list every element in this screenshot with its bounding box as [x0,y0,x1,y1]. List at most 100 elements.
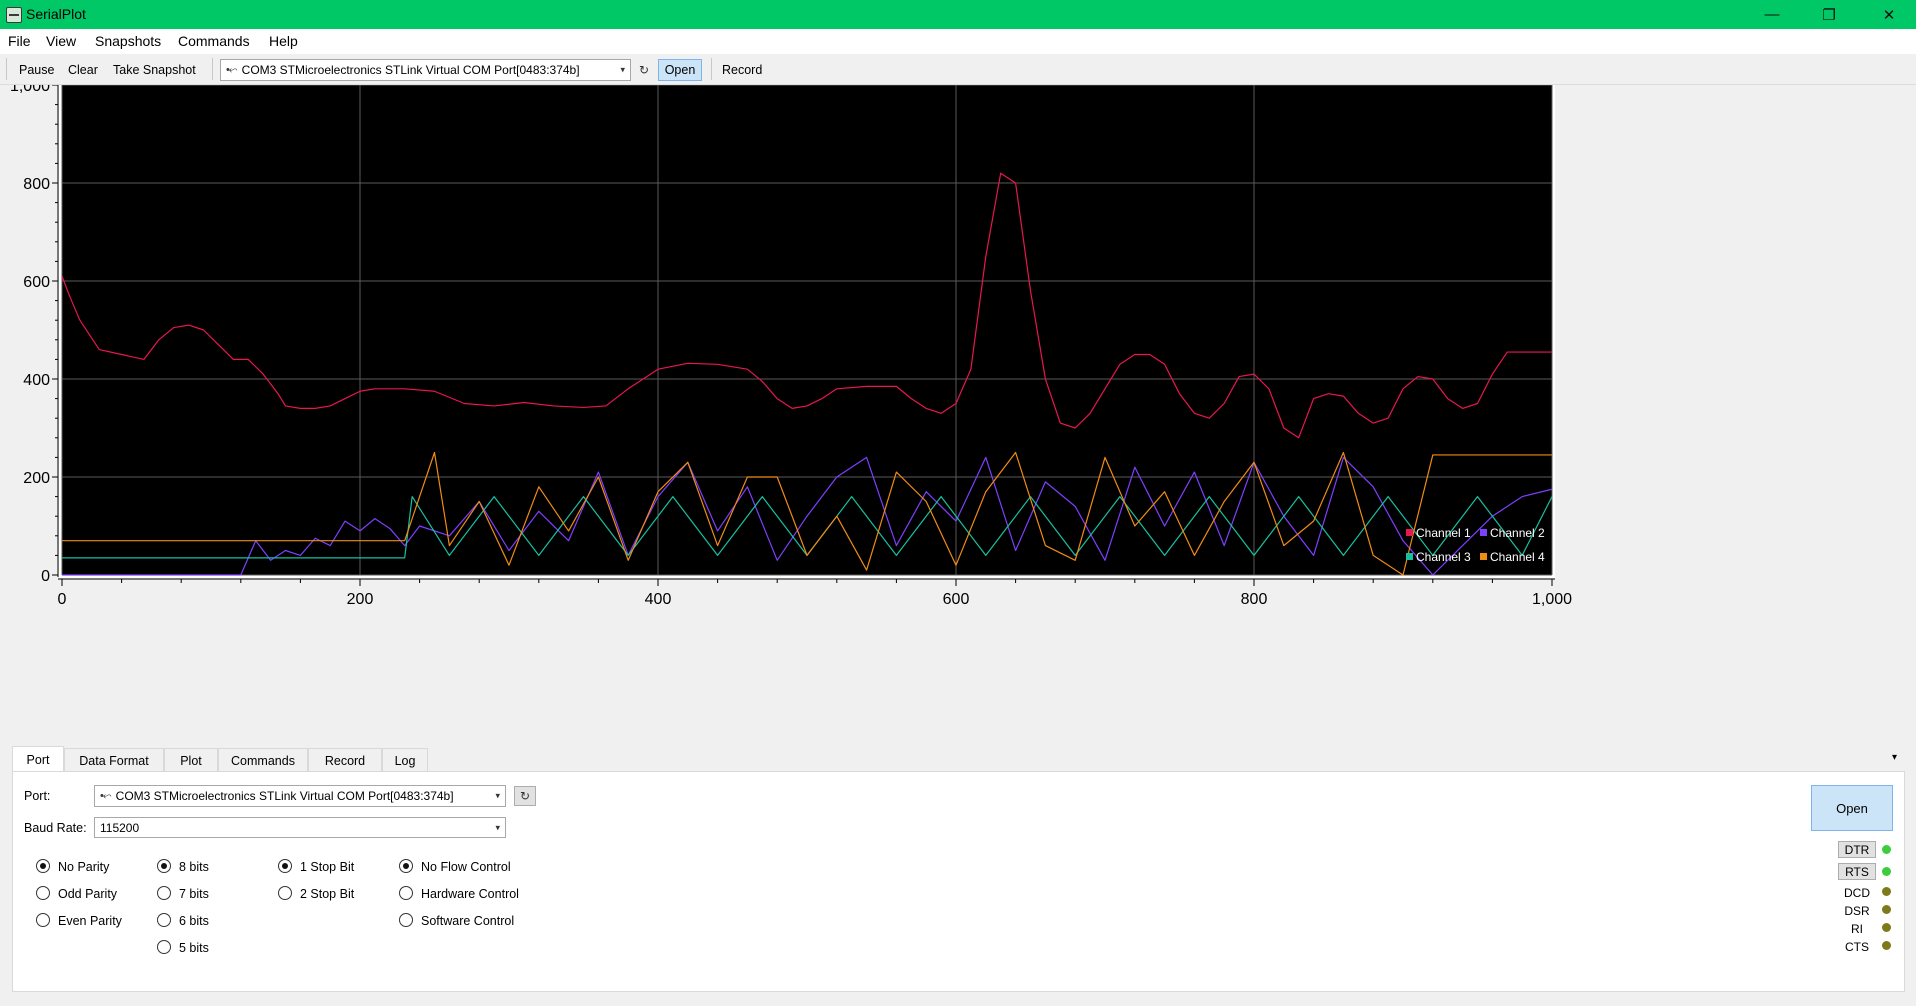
chevron-down-icon: ▾ [495,822,500,832]
y-tick-label: 0 [41,568,50,585]
series-line-3 [62,496,1553,559]
dcd-label: DCD [1844,886,1870,900]
radio-hardware-control[interactable] [399,886,413,900]
plot-chart[interactable]: 0 200 400 600 800 1,000 0 200 400 600 800 1,000 Chan… [0,85,1916,745]
ri-label: RI [1851,922,1863,936]
series-line-2 [62,456,1553,576]
legend-swatch-1 [1406,529,1413,536]
toolbar-grip [6,58,7,80]
window-title: SerialPlot [26,6,86,22]
dtr-button[interactable]: DTR [1838,841,1876,858]
tab-scroll-icon[interactable]: ▾ [1892,752,1898,763]
y-tick-label: 1,000 [10,85,50,95]
tab-plot[interactable]: Plot [164,748,218,773]
radio-5-bits[interactable] [157,940,171,954]
port-select[interactable]: •⬿ COM3 STMicroelectronics STLink Virtua… [94,785,506,807]
dcd-led-icon [1882,887,1891,896]
menu-file[interactable]: File [8,33,31,49]
usb-icon: •⬿ [100,789,112,802]
menu-help[interactable]: Help [269,33,298,49]
radio-no-flow-control[interactable] [399,859,413,873]
radio-software-control[interactable] [399,913,413,927]
toolbar-port-select[interactable]: •⬿ COM3 STMicroelectronics STLink Virtua… [220,59,631,81]
radio-no-parity[interactable] [36,859,50,873]
menu-view[interactable]: View [46,33,77,49]
2-stop-bit-label: 2 Stop Bit [300,887,355,901]
radio-1-stop-bit[interactable] [278,859,292,873]
close-button[interactable]: ✕ [1882,6,1896,24]
radio-odd-parity[interactable] [36,886,50,900]
series-line-1 [61,172,1552,439]
legend-label-4: Channel 4 [1490,550,1545,564]
legend-swatch-4 [1480,553,1487,560]
y-tick-label: 400 [23,372,50,389]
x-tick-label: 0 [58,591,67,608]
plot-canvas [62,85,1552,575]
legend-label-3: Channel 3 [1416,550,1471,564]
radio-2-stop-bit[interactable] [278,886,292,900]
title-bar [0,0,1916,29]
legend-swatch-2 [1480,529,1487,536]
x-tick-label: 800 [1241,591,1268,608]
hardware-control-label: Hardware Control [421,887,519,901]
tab-commands[interactable]: Commands [218,748,308,773]
usb-icon: •⬿ [226,63,238,76]
cts-label: CTS [1845,940,1869,954]
tab-port[interactable]: Port [12,746,64,773]
8-bits-label: 8 bits [179,860,209,874]
refresh-ports-button[interactable]: ↻ [514,786,536,806]
refresh-ports-icon[interactable]: ↻ [638,63,650,77]
radio-6-bits[interactable] [157,913,171,927]
rts-led-icon [1882,867,1891,876]
x-tick-label: 400 [645,591,672,608]
chevron-down-icon: ▾ [620,64,625,75]
dsr-led-icon [1882,905,1891,914]
legend-swatch-3 [1406,553,1413,560]
1-stop-bit-label: 1 Stop Bit [300,860,355,874]
y-tick-label: 800 [23,176,50,193]
x-tick-label: 1,000 [1532,591,1572,608]
pause-button[interactable]: Pause [19,63,55,77]
software-control-label: Software Control [421,914,515,928]
tab-record[interactable]: Record [308,748,382,773]
menu-bar [0,29,1916,54]
rts-button[interactable]: RTS [1838,863,1876,880]
app-icon [6,7,22,23]
chevron-down-icon: ▾ [495,790,500,801]
baud-rate-label: Baud Rate: [24,821,87,835]
tab-log[interactable]: Log [382,748,428,773]
cts-led-icon [1882,941,1891,950]
record-button[interactable]: Record [722,63,763,77]
5-bits-label: 5 bits [179,941,209,955]
dsr-label: DSR [1844,904,1870,918]
baud-rate-select[interactable]: 115200 ▾ [94,817,506,838]
7-bits-label: 7 bits [179,887,209,901]
minimize-button[interactable]: — [1764,6,1780,23]
odd-parity-label: Odd Parity [58,887,118,901]
legend-label-2: Channel 2 [1490,526,1545,540]
tab-data-format[interactable]: Data Format [64,748,164,773]
x-tick-label: 200 [347,591,374,608]
dtr-led-icon [1882,845,1891,854]
legend-label-1: Channel 1 [1416,526,1471,540]
y-tick-label: 200 [23,470,50,487]
port-select-value: COM3 STMicroelectronics STLink Virtual C… [115,789,454,803]
series-line-4 [62,451,1552,576]
6-bits-label: 6 bits [179,914,209,928]
baud-rate-value: 115200 [100,820,140,835]
menu-snapshots[interactable]: Snapshots [95,33,162,49]
no-flow-control-label: No Flow Control [421,860,511,874]
clear-button[interactable]: Clear [68,63,98,77]
plot-area[interactable]: 0 200 400 600 800 1,000 0 200 400 600 800 1,000 Chan… [0,85,1916,745]
toolbar-separator [212,58,213,80]
menu-commands[interactable]: Commands [178,33,250,49]
open-port-button[interactable]: Open [1811,785,1893,831]
radio-8-bits[interactable] [157,859,171,873]
port-panel [12,771,1905,992]
radio-even-parity[interactable] [36,913,50,927]
restore-button[interactable]: ❐ [1822,6,1836,24]
toolbar-open-button[interactable]: Open [658,59,702,81]
take-snapshot-button[interactable]: Take Snapshot [113,63,196,77]
toolbar-port-value: COM3 STMicroelectronics STLink Virtual C… [241,63,580,77]
radio-7-bits[interactable] [157,886,171,900]
